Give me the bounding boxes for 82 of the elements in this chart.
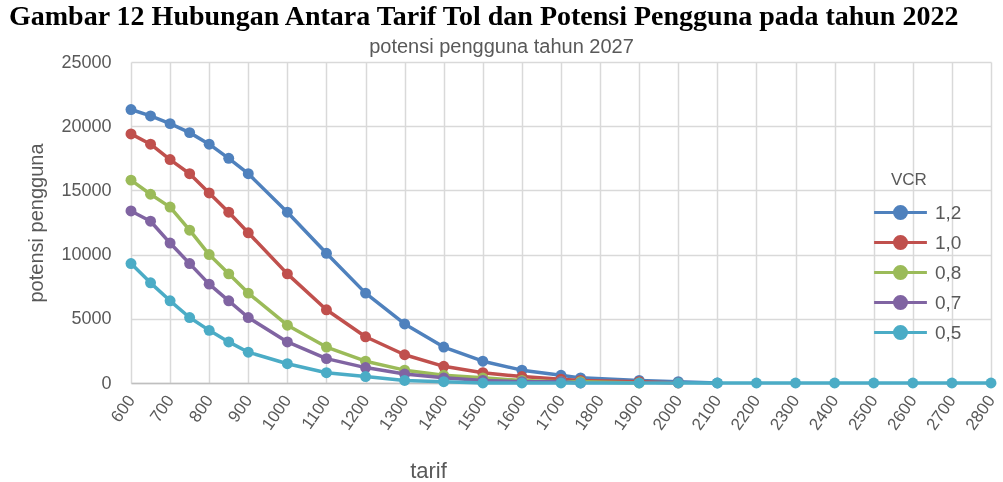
legend-label: 0,7	[935, 291, 962, 313]
point	[281, 268, 293, 280]
legend-title: VCR	[891, 170, 927, 189]
point	[184, 224, 196, 236]
point	[281, 336, 293, 348]
point	[184, 312, 196, 323]
y-tick-label: 20000	[61, 115, 112, 136]
y-tick-label: 5000	[71, 308, 112, 329]
chart-title: potensi pengguna tahun 2027	[369, 35, 634, 57]
point	[164, 237, 176, 249]
point	[477, 355, 489, 367]
legend-label: 0,8	[935, 261, 962, 283]
point	[184, 168, 196, 180]
point	[125, 174, 137, 186]
point	[242, 346, 254, 358]
point	[145, 215, 157, 227]
point	[320, 304, 332, 316]
point	[790, 377, 802, 389]
point	[125, 128, 137, 140]
point	[164, 201, 176, 213]
point	[145, 188, 157, 200]
point	[399, 318, 411, 330]
point	[223, 336, 235, 348]
point	[946, 377, 958, 389]
point	[281, 358, 293, 370]
y-tick-label: 10000	[61, 244, 112, 265]
point	[320, 353, 332, 365]
point	[184, 127, 196, 139]
point	[223, 152, 235, 164]
text: Gambar 12 Hubungan Antara Tarif Tol dan Potensi Pengguna pada tahun 2022	[9, 0, 959, 32]
y-tick-label: 25000	[61, 51, 112, 72]
point	[223, 206, 235, 218]
point	[399, 349, 411, 361]
point	[242, 168, 254, 180]
point	[242, 312, 254, 323]
legend-label: 0,5	[935, 321, 962, 343]
point	[164, 295, 176, 307]
point	[320, 341, 332, 353]
point	[203, 249, 215, 261]
point	[320, 247, 332, 259]
point	[203, 324, 215, 336]
x-tick-label: 900	[224, 391, 257, 426]
point	[125, 258, 137, 270]
point	[360, 371, 372, 383]
point	[360, 331, 372, 343]
point	[184, 258, 196, 270]
y-tick-label: 15000	[61, 179, 112, 200]
point	[242, 227, 254, 239]
point	[438, 341, 450, 353]
y-tick-label: 0	[101, 372, 112, 393]
point	[320, 367, 332, 379]
point	[145, 110, 157, 122]
point	[985, 377, 997, 389]
x-axis-title: tarif	[410, 457, 448, 482]
point	[203, 138, 215, 150]
legend-label: 1,0	[935, 231, 962, 253]
point	[399, 374, 411, 386]
point	[438, 360, 450, 372]
y-axis-title: potensi pengguna	[25, 142, 48, 303]
point	[360, 287, 372, 299]
point	[907, 377, 919, 389]
point	[203, 278, 215, 290]
x-tick-label: 700	[146, 391, 178, 426]
point	[281, 319, 293, 331]
point	[223, 268, 235, 280]
legend-label: 1,2	[935, 201, 962, 223]
x-tick-label: 800	[185, 391, 218, 426]
point	[829, 377, 841, 389]
point	[145, 277, 157, 289]
point	[125, 104, 137, 115]
x-tick-label: 600	[107, 391, 139, 426]
point	[868, 377, 880, 389]
point	[438, 376, 450, 388]
point	[223, 295, 235, 307]
point	[145, 138, 157, 150]
point	[164, 154, 176, 166]
point	[203, 187, 215, 199]
point	[242, 287, 254, 299]
point	[750, 377, 762, 389]
point	[281, 206, 293, 218]
point	[164, 118, 176, 130]
point	[125, 205, 137, 217]
